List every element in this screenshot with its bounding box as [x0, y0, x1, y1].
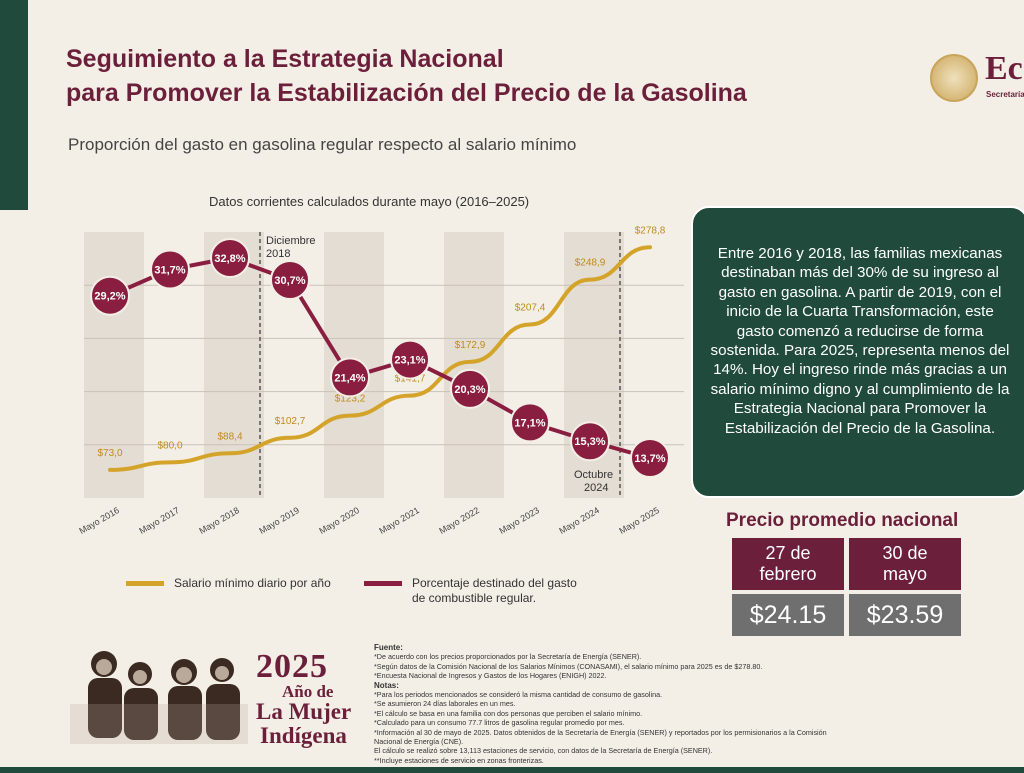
- data-label-porcentaje: 15,3%: [574, 436, 605, 448]
- x-tick-label: Mayo 2025: [617, 505, 661, 536]
- data-label-salario: $73,0: [97, 448, 122, 459]
- footnote-f3: *Encuesta Nacional de Ingresos y Gastos …: [374, 671, 607, 681]
- annotation-label: 2024: [584, 482, 608, 494]
- logo-text: Ec: [985, 50, 1023, 87]
- footnote-f2: *Según datos de la Comisión Nacional de …: [374, 661, 763, 671]
- data-label-porcentaje: 23,1%: [394, 355, 425, 367]
- x-tick-label: Mayo 2017: [137, 505, 181, 536]
- data-point-porcentaje: [330, 357, 370, 398]
- year-badge-year: 2025: [256, 648, 328, 685]
- legend-label-salario: Salario mínimo diario por año: [174, 576, 331, 590]
- data-label-salario: $207,4: [515, 303, 546, 314]
- price-header-mayo-line1: 30 de: [882, 543, 928, 563]
- x-tick-label: Mayo 2019: [257, 505, 301, 536]
- eagle-seal-icon: [930, 54, 978, 102]
- footnote-n2: *Se asumieron 24 días laborales en un me…: [374, 699, 516, 709]
- footnote-n5: *Información al 30 de mayo de 2025. Dato…: [374, 727, 827, 747]
- data-label-salario: $172,9: [455, 340, 486, 351]
- data-point-porcentaje: [570, 421, 610, 462]
- data-label-salario: $88,4: [217, 431, 242, 442]
- annotation-label: 2018: [266, 248, 290, 260]
- data-label-salario: $102,7: [275, 416, 306, 427]
- year-badge-indigena: Indígena: [260, 723, 347, 748]
- data-label-porcentaje: 21,4%: [334, 372, 365, 384]
- price-title: Precio promedio nacional: [726, 510, 959, 531]
- legend-label-porcentaje: Porcentaje destinado del gasto de combus…: [412, 576, 577, 606]
- chart-title: Datos corrientes calculados durante mayo…: [209, 194, 530, 209]
- year-badge: 2025 Año de La Mujer Indígena: [256, 650, 351, 748]
- footnote-n7: **Incluye estaciones de servicio en zona…: [374, 755, 544, 765]
- data-point-porcentaje: [90, 275, 130, 316]
- government-logo: Ec Secretaría: [930, 50, 1024, 110]
- data-label-porcentaje: 17,1%: [514, 417, 545, 429]
- footnote-fuente-heading: Fuente:: [374, 643, 403, 652]
- page-subtitle: Proporción del gasto en gasolina regular…: [68, 135, 577, 154]
- data-label-salario: $80,0: [157, 440, 182, 451]
- data-point-porcentaje: [510, 402, 550, 443]
- indigenous-women-illustration: [70, 651, 248, 744]
- title-line-2: para Promover la Estabilización del Prec…: [66, 79, 747, 107]
- data-point-porcentaje: [630, 438, 670, 478]
- price-value-febrero: $24.15: [732, 594, 844, 636]
- data-label-salario: $123,2: [335, 394, 366, 405]
- data-label-salario: $248,9: [575, 258, 606, 269]
- data-point-porcentaje: [150, 249, 190, 290]
- footnote-n3: *El cálculo se basa en una familia con d…: [374, 708, 643, 718]
- illustration-figures: [88, 651, 240, 740]
- x-tick-label: Mayo 2024: [557, 505, 601, 536]
- x-tick-label: Mayo 2018: [197, 505, 241, 536]
- x-tick-label: Mayo 2020: [317, 505, 361, 536]
- x-tick-label: Mayo 2016: [77, 505, 121, 536]
- footnote-n4: *Calculado para un consumo 77.7 litros d…: [374, 718, 625, 728]
- price-header-febrero: 27 de febrero: [732, 538, 844, 590]
- footnotes: Fuente: *De acuerdo con los precios prop…: [374, 643, 844, 765]
- data-point-porcentaje: [210, 238, 250, 278]
- price-header-febrero-line2: febrero: [759, 564, 817, 584]
- annotation-label: Diciembre: [266, 235, 316, 247]
- data-label-porcentaje: 32,8%: [214, 253, 245, 265]
- logo-subtext: Secretaría: [986, 90, 1024, 99]
- data-label-salario: $278,8: [635, 225, 666, 236]
- footnote-n6: El cálculo se realizó sobre 13,113 estac…: [374, 746, 713, 756]
- data-point-porcentaje: [270, 259, 310, 300]
- data-label-porcentaje: 13,7%: [634, 453, 665, 465]
- data-label-porcentaje: 29,2%: [94, 291, 125, 303]
- footnote-notas-heading: Notas:: [374, 680, 399, 690]
- legend-label-porcentaje-line1: Porcentaje destinado del gasto: [412, 576, 577, 590]
- year-badge-ano-de: Año de: [282, 682, 334, 701]
- year-badge-la-mujer: La Mujer: [256, 699, 352, 724]
- legend-label-porcentaje-line2: de combustible regular.: [412, 591, 537, 605]
- legend-swatch-salario: [126, 581, 164, 586]
- price-header-mayo-line2: mayo: [882, 564, 927, 584]
- x-tick-label: Mayo 2021: [377, 505, 421, 536]
- data-point-porcentaje: [390, 339, 430, 380]
- data-label-porcentaje: 20,3%: [454, 384, 485, 396]
- legend-swatch-porcentaje: [364, 581, 402, 586]
- series-line-salario: [108, 245, 652, 472]
- footnote-f1: *De acuerdo con los precios proporcionad…: [374, 652, 642, 662]
- price-header-mayo: 30 de mayo: [849, 538, 961, 590]
- series-line-porcentaje: [109, 255, 651, 460]
- x-tick-label: Mayo 2023: [497, 505, 541, 536]
- bottom-accent-bar: [0, 767, 1024, 773]
- page-title: Seguimiento a la Estrategia Nacional par…: [66, 42, 826, 110]
- data-label-porcentaje: 30,7%: [274, 275, 305, 287]
- summary-callout: Entre 2016 y 2018, las familias mexicana…: [691, 206, 1024, 498]
- price-value-mayo: $23.59: [849, 594, 961, 636]
- data-point-porcentaje: [450, 368, 490, 409]
- illustration-shading: [70, 659, 248, 744]
- data-label-porcentaje: 31,7%: [154, 265, 185, 277]
- title-line-1: Seguimiento a la Estrategia Nacional: [66, 45, 504, 73]
- footnote-n1: *Para los periodos mencionados se consid…: [374, 690, 663, 700]
- left-accent-bar: [0, 0, 28, 210]
- price-header-febrero-line1: 27 de: [765, 543, 811, 563]
- x-tick-label: Mayo 2022: [437, 505, 481, 536]
- annotation-label: Octubre: [574, 469, 613, 481]
